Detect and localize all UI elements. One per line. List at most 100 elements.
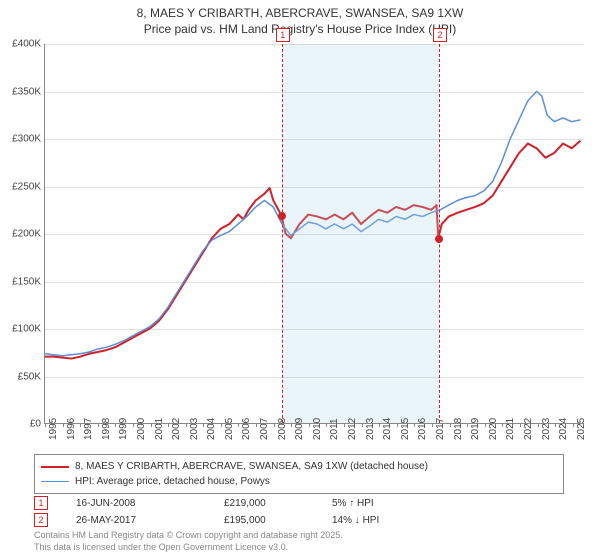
legend-swatch [41,466,69,468]
y-axis-label: £0 [1,419,41,430]
x-axis-label: 1997 [83,418,94,440]
legend-row: 8, MAES Y CRIBARTH, ABERCRAVE, SWANSEA, … [41,459,557,474]
footer-line-2: This data is licensed under the Open Gov… [34,542,288,552]
x-tick [573,423,574,427]
x-axis-label: 1998 [101,418,112,440]
x-tick [98,423,99,427]
x-tick [344,423,345,427]
x-tick [115,423,116,427]
title-line-1: 8, MAES Y CRIBARTH, ABERCRAVE, SWANSEA, … [0,6,600,22]
x-tick [326,423,327,427]
x-axis-label: 2009 [294,418,305,440]
x-tick [80,423,81,427]
sale-index-box: 2 [34,513,48,527]
gridline [45,329,584,330]
x-axis-label: 2019 [470,418,481,440]
x-axis-label: 2021 [505,418,516,440]
gridline [45,377,584,378]
x-axis-label: 2001 [154,418,165,440]
y-axis-label: £150K [1,276,41,287]
y-axis-label: £400K [1,39,41,50]
x-tick [485,423,486,427]
x-axis-label: 1999 [118,418,129,440]
legend-row: HPI: Average price, detached house, Powy… [41,474,557,489]
x-axis-label: 1995 [48,418,59,440]
y-axis-label: £100K [1,324,41,335]
sale-hpi-delta: 5% ↑ HPI [332,498,374,509]
y-axis-label: £350K [1,86,41,97]
x-axis-label: 2010 [312,418,323,440]
sale-hpi-delta: 14% ↓ HPI [332,515,379,526]
x-tick [450,423,451,427]
legend-label: HPI: Average price, detached house, Powy… [75,474,270,489]
x-tick [151,423,152,427]
sale-row: 2 26-MAY-2017 £195,000 14% ↓ HPI [34,513,564,527]
chart-container: 8, MAES Y CRIBARTH, ABERCRAVE, SWANSEA, … [0,0,600,560]
x-axis-label: 2018 [453,418,464,440]
sale-date: 16-JUN-2008 [76,498,196,509]
chart-title-block: 8, MAES Y CRIBARTH, ABERCRAVE, SWANSEA, … [0,0,600,37]
x-axis-label: 2024 [558,418,569,440]
x-axis-label: 2017 [435,418,446,440]
x-axis-label: 2000 [136,418,147,440]
x-axis-label: 2007 [259,418,270,440]
x-tick [274,423,275,427]
gridline [45,139,584,140]
sale-marker-line: 1 [282,44,283,423]
x-axis-label: 1996 [66,418,77,440]
plot-area: £0£50K£100K£150K£200K£250K£300K£350K£400… [44,44,584,424]
x-tick [520,423,521,427]
sales-table: 116-JUN-2008£219,0005% ↑ HPI226-MAY-2017… [34,496,564,530]
x-axis-label: 2013 [365,418,376,440]
x-axis-label: 2015 [400,418,411,440]
x-tick [538,423,539,427]
x-tick [256,423,257,427]
y-axis-label: £50K [1,371,41,382]
x-tick [221,423,222,427]
y-axis-label: £250K [1,181,41,192]
x-tick [309,423,310,427]
sale-marker-box: 2 [433,28,447,42]
sale-dot [435,235,443,243]
x-axis-label: 2020 [488,418,499,440]
y-axis-label: £200K [1,229,41,240]
x-tick [168,423,169,427]
sale-marker-box: 1 [276,28,290,42]
x-axis-label: 2025 [576,418,587,440]
x-tick [414,423,415,427]
x-axis-label: 2004 [206,418,217,440]
y-axis-label: £300K [1,134,41,145]
x-tick [45,423,46,427]
x-tick [133,423,134,427]
sale-price: £195,000 [224,515,304,526]
x-tick [291,423,292,427]
footer-attribution: Contains HM Land Registry data © Crown c… [34,530,343,553]
sale-index-box: 1 [34,496,48,510]
x-tick [362,423,363,427]
x-axis-label: 2002 [171,418,182,440]
gridline [45,44,584,45]
sale-dot [278,212,286,220]
legend: 8, MAES Y CRIBARTH, ABERCRAVE, SWANSEA, … [34,454,564,494]
x-tick [432,423,433,427]
gridline [45,234,584,235]
x-axis-label: 2022 [523,418,534,440]
footer-line-1: Contains HM Land Registry data © Crown c… [34,530,343,540]
x-tick [63,423,64,427]
x-tick [379,423,380,427]
x-tick [203,423,204,427]
gridline [45,282,584,283]
sale-marker-line: 2 [439,44,440,423]
x-axis-label: 2014 [382,418,393,440]
legend-label: 8, MAES Y CRIBARTH, ABERCRAVE, SWANSEA, … [75,459,428,474]
sale-row: 116-JUN-2008£219,0005% ↑ HPI [34,496,564,510]
x-axis-label: 2016 [417,418,428,440]
x-axis-label: 2011 [329,418,340,440]
x-tick [502,423,503,427]
x-tick [397,423,398,427]
x-tick [555,423,556,427]
sale-date: 26-MAY-2017 [76,515,196,526]
gridline [45,187,584,188]
title-line-2: Price paid vs. HM Land Registry's House … [0,22,600,38]
x-tick [186,423,187,427]
